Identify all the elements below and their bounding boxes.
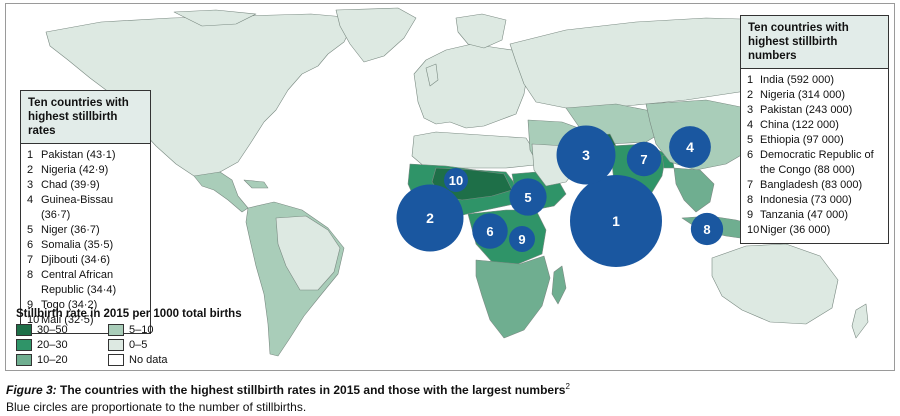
circle-mark <box>444 168 468 192</box>
legend-swatch <box>108 338 124 351</box>
caption-figure-label: Figure 3: <box>6 383 57 397</box>
list-item: 2 Nigeria (314 000) <box>747 89 845 101</box>
highest-rates-title: Ten countries with highest stillbirth ra… <box>21 91 150 144</box>
circle-label: 9 <box>518 232 525 247</box>
circle-label: 6 <box>486 224 493 239</box>
circle-mark <box>690 212 724 246</box>
list-item: 3 Pakistan (243 000) <box>747 104 853 116</box>
list-item: 7 Djibouti (34·6) <box>27 254 111 266</box>
stillbirth-circle-tanzania: 9 <box>509 226 535 252</box>
legend-swatch <box>16 338 32 351</box>
legend-grid: 30–50 5–10 20–30 0–5 10–20 No data <box>16 323 266 366</box>
list-item: 10 Niger (36 000) <box>747 224 831 236</box>
figure-frame: 1 2 3 4 5 6 7 8 9 10 Ten countries with highest s… <box>5 3 895 371</box>
list-item: 7 Bangladesh (83 000) <box>747 179 863 191</box>
circle-mark <box>626 141 662 177</box>
legend-item: No data <box>108 353 198 366</box>
stillbirth-circles-layer: 1 2 3 4 5 6 7 8 9 10 <box>396 125 724 267</box>
highest-rates-box: Ten countries with highest stillbirth ra… <box>20 90 151 334</box>
legend-label: 0–5 <box>129 338 148 351</box>
list-item: 10 Mali (32·5) <box>27 314 94 326</box>
land-se-asia <box>673 167 715 213</box>
stillbirth-circle-democratic-republic-of-the-congo: 6 <box>472 213 508 249</box>
legend-label: 30–50 <box>37 323 68 336</box>
legend-item: 30–50 <box>16 323 108 336</box>
stillbirth-circle-china: 4 <box>669 126 711 168</box>
stillbirth-circle-nigeria: 2 <box>396 184 464 252</box>
legend-swatch <box>16 323 32 336</box>
legend-label: 20–30 <box>37 338 68 351</box>
stillbirth-circle-indonesia: 8 <box>690 212 724 246</box>
list-item: 9 Tanzania (47 000) <box>747 209 849 221</box>
list-item: 5 Niger (36·7) <box>27 224 100 236</box>
circle-mark <box>509 226 535 252</box>
list-item: 6 Democratic Republic of the Congo (88 00… <box>747 149 874 176</box>
circle-mark <box>669 126 711 168</box>
land-new-zealand <box>851 303 869 339</box>
legend-title: Stillbirth rate in 2015 per 1000 total b… <box>16 308 242 320</box>
land-scandinavia <box>455 13 507 49</box>
list-item: 4 China (122 000) <box>747 119 839 131</box>
circle-mark <box>396 184 464 252</box>
circle-label: 1 <box>612 213 620 229</box>
legend-swatch <box>16 353 32 366</box>
land-uk <box>425 63 439 87</box>
list-item: 3 Chad (39·9) <box>27 179 100 191</box>
land-madagascar <box>551 265 567 305</box>
land-south-america-brazil <box>275 215 341 291</box>
legend-item: 0–5 <box>108 338 198 351</box>
land-europe <box>413 43 529 129</box>
circle-mark <box>472 213 508 249</box>
land-greenland <box>335 7 417 63</box>
circle-mark <box>509 178 547 216</box>
legend-label: 5–10 <box>129 323 154 336</box>
stillbirth-circle-niger: 10 <box>444 168 468 192</box>
legend-swatch <box>108 353 124 366</box>
highest-numbers-list: 1 India (592 000) 2 Nigeria (314 000) 3 Pak… <box>741 69 888 243</box>
stillbirth-circle-pakistan: 3 <box>556 125 616 185</box>
caption-note: Blue circles are proportionate to the nu… <box>6 400 307 414</box>
circle-label: 7 <box>640 152 647 167</box>
legend-item: 5–10 <box>108 323 198 336</box>
list-item: 8 Central African Republic (34·4) <box>27 269 117 296</box>
figure-caption: Figure 3: The countries with the highest… <box>6 378 886 416</box>
caption-title-text: The countries with the highest stillbirt… <box>56 383 566 397</box>
land-southern-africa <box>475 255 551 339</box>
circle-label: 3 <box>582 147 590 163</box>
land-caribbean <box>243 179 269 189</box>
stillbirth-circle-ethiopia: 5 <box>509 178 547 216</box>
land-north-africa <box>411 131 545 169</box>
legend-label: 10–20 <box>37 353 68 366</box>
stillbirth-circle-india: 1 <box>570 175 662 267</box>
land-australia <box>711 243 839 325</box>
map-legend: Stillbirth rate in 2015 per 1000 total b… <box>16 308 266 366</box>
stillbirth-circle-bangladesh: 7 <box>626 141 662 177</box>
list-item: 4 Guinea-Bissau (36·7) <box>27 194 114 221</box>
legend-label: No data <box>129 353 168 366</box>
list-item: 6 Somalia (35·5) <box>27 239 114 251</box>
circle-label: 5 <box>524 190 531 205</box>
highest-numbers-box: Ten countries with highest stillbirth nu… <box>740 15 889 244</box>
caption-title: Figure 3: The countries with the highest… <box>6 378 886 399</box>
circle-label: 8 <box>703 222 710 237</box>
legend-item: 20–30 <box>16 338 108 351</box>
legend-item: 10–20 <box>16 353 108 366</box>
list-item: 1 Pakistan (43·1) <box>27 149 116 161</box>
highest-rates-list: 1 Pakistan (43·1) 2 Nigeria (42·9) 3 Chad (… <box>21 144 150 333</box>
land-canada-arctic <box>173 9 257 27</box>
list-item: 8 Indonesia (73 000) <box>747 194 852 206</box>
circle-label: 10 <box>449 173 463 188</box>
circle-label: 2 <box>426 210 434 226</box>
list-item: 5 Ethiopia (97 000) <box>747 134 844 146</box>
land-central-america <box>193 171 249 213</box>
list-item: 1 India (592 000) <box>747 74 834 86</box>
caption-reference: 2 <box>565 382 570 391</box>
highest-numbers-title: Ten countries with highest stillbirth nu… <box>741 16 888 69</box>
legend-swatch <box>108 323 124 336</box>
list-item: 9 Togo (34·2) <box>27 299 98 311</box>
circle-mark <box>556 125 616 185</box>
circle-mark <box>570 175 662 267</box>
circle-label: 4 <box>686 139 694 155</box>
list-item: 2 Nigeria (42·9) <box>27 164 109 176</box>
